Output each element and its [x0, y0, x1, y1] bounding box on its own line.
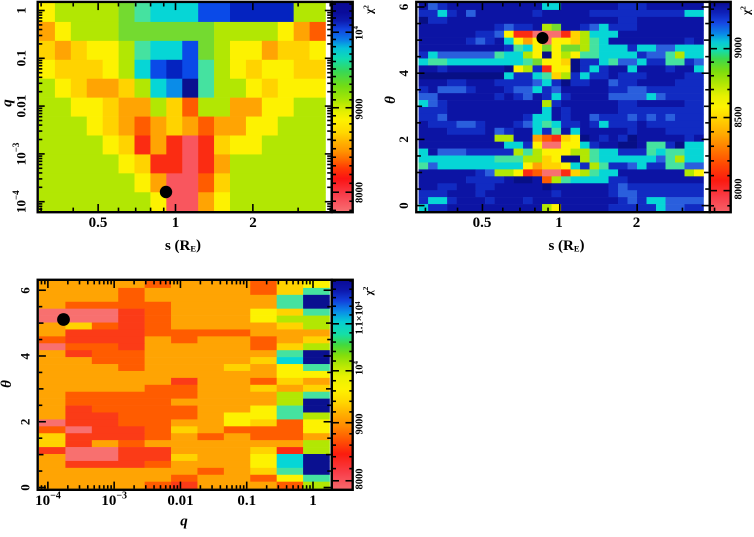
- svg-text:9000: 9000: [734, 37, 745, 58]
- svg-text:4: 4: [396, 69, 411, 76]
- svg-text:8500: 8500: [734, 107, 745, 128]
- svg-text:1: 1: [172, 215, 180, 231]
- svg-text:2: 2: [18, 419, 33, 426]
- svg-text:0.5: 0.5: [473, 215, 492, 231]
- svg-text:8000: 8000: [355, 182, 366, 203]
- svg-text:8000: 8000: [355, 469, 366, 490]
- svg-text:1.1×104: 1.1×104: [354, 301, 366, 335]
- svg-text:s (RE): s (RE): [165, 237, 201, 254]
- svg-text:2: 2: [633, 215, 641, 231]
- svg-text:0.1: 0.1: [237, 493, 256, 509]
- svg-text:9000: 9000: [355, 99, 366, 120]
- svg-text:χ2: χ2: [360, 286, 375, 296]
- svg-text:q: q: [180, 514, 188, 530]
- svg-text:0: 0: [396, 202, 411, 209]
- svg-text:8000: 8000: [734, 179, 745, 200]
- svg-text:θ: θ: [0, 380, 15, 388]
- svg-text:0.1: 0.1: [14, 50, 29, 66]
- svg-text:9000: 9000: [355, 414, 366, 435]
- svg-text:0.01: 0.01: [14, 95, 29, 118]
- svg-text:6: 6: [396, 3, 411, 10]
- svg-text:θ: θ: [383, 96, 399, 104]
- svg-text:2: 2: [396, 136, 411, 143]
- svg-text:χ2: χ2: [361, 5, 376, 15]
- svg-text:1: 1: [309, 493, 317, 509]
- svg-text:0.5: 0.5: [89, 215, 108, 231]
- svg-text:1: 1: [14, 7, 29, 14]
- svg-text:s (RE): s (RE): [548, 237, 584, 254]
- svg-text:0: 0: [18, 484, 33, 491]
- svg-text:2: 2: [249, 215, 257, 231]
- svg-text:q: q: [0, 99, 16, 107]
- svg-text:4: 4: [18, 352, 33, 359]
- svg-text:χ2: χ2: [738, 6, 753, 16]
- svg-text:6: 6: [18, 287, 33, 294]
- svg-text:0.01: 0.01: [167, 493, 193, 509]
- svg-text:1: 1: [555, 215, 563, 231]
